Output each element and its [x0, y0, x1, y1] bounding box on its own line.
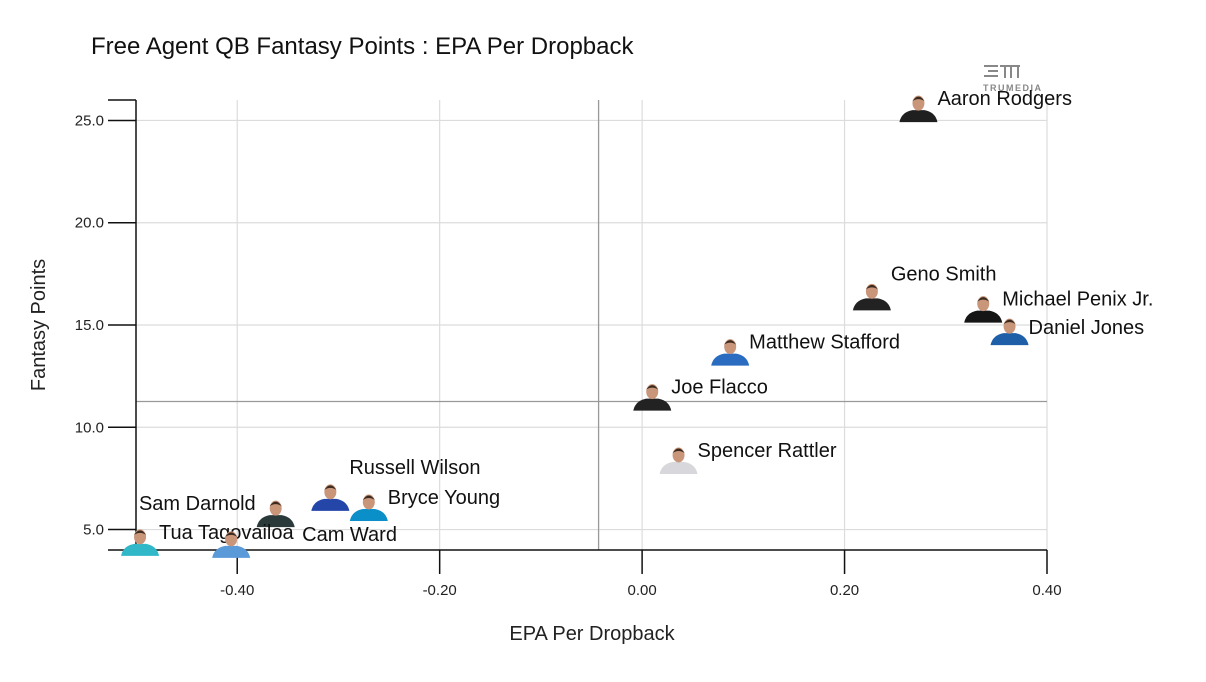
- headshot-hair: [134, 530, 147, 535]
- player-label: Tua Tagovailoa: [159, 522, 294, 544]
- headshot-hair: [362, 495, 375, 501]
- headshot-jersey: [711, 353, 750, 366]
- player-label: Russell Wilson: [349, 457, 480, 479]
- player-label: Joe Flacco: [671, 377, 768, 399]
- y-tick-label: 15.0: [75, 317, 104, 334]
- x-tick-label: 0.00: [628, 582, 657, 599]
- player-label: Cam Ward: [302, 524, 397, 546]
- headshot-jersey: [633, 398, 672, 411]
- headshot-hair: [672, 448, 685, 453]
- headshot-jersey: [311, 498, 350, 511]
- headshot-hair: [324, 485, 337, 490]
- headshot-jersey: [659, 462, 698, 474]
- player-label: Spencer Rattler: [698, 440, 837, 462]
- reference-lines: [136, 100, 1047, 550]
- headshot-jersey: [964, 310, 1003, 323]
- player-label: Matthew Stafford: [749, 332, 900, 354]
- y-tick-label: 20.0: [75, 215, 104, 232]
- player-point: Matthew Stafford: [711, 332, 900, 366]
- player-point: Tua Tagovailoa: [121, 522, 294, 556]
- player-label: Bryce Young: [388, 487, 500, 509]
- x-axis-label: EPA Per Dropback: [509, 623, 675, 645]
- watermark-text: TRUMEDIA: [983, 83, 1043, 93]
- player-point: Sam Darnold: [139, 493, 295, 528]
- headshot-jersey: [990, 333, 1029, 346]
- trumedia-watermark: TRUMEDIA: [983, 65, 1043, 93]
- player-point: Cam Ward: [212, 524, 397, 558]
- player-point: Michael Penix Jr.: [964, 289, 1153, 323]
- y-tick-label: 5.0: [83, 522, 104, 539]
- chart-title: Free Agent QB Fantasy Points : EPA Per D…: [91, 33, 634, 60]
- player-label: Sam Darnold: [139, 493, 256, 515]
- y-tick-label: 25.0: [75, 112, 104, 129]
- headshot-jersey: [899, 110, 938, 123]
- headshot-jersey: [256, 515, 295, 528]
- axes: -0.40 -0.20 0.00 0.20 0.40 5.0 10.0 15.0 20.0 25.…: [75, 99, 1062, 599]
- headshot-jersey: [852, 298, 891, 311]
- headshot-hair: [1003, 319, 1016, 325]
- player-label: Michael Penix Jr.: [1002, 289, 1153, 311]
- player-label: Daniel Jones: [1029, 317, 1145, 339]
- x-tick-label: 0.40: [1032, 582, 1061, 599]
- player-point: Bryce Young: [349, 487, 500, 522]
- x-tick-label: 0.20: [830, 582, 859, 599]
- headshot-hair: [912, 96, 925, 102]
- player-point: Joe Flacco: [633, 377, 768, 411]
- headshot-hair: [269, 501, 282, 507]
- player-label: Geno Smith: [891, 263, 997, 285]
- headshot-jersey: [349, 509, 388, 522]
- y-axis-label: Fantasy Points: [28, 259, 50, 391]
- x-tick-label: -0.20: [423, 582, 457, 599]
- gridlines: [136, 100, 1048, 550]
- player-point: Russell Wilson: [311, 457, 481, 511]
- headshot-jersey: [121, 543, 160, 556]
- y-tick-label: 10.0: [75, 419, 104, 436]
- x-tick-label: -0.40: [220, 582, 254, 599]
- player-label: Aaron Rodgers: [937, 88, 1072, 110]
- player-point: Daniel Jones: [990, 317, 1145, 346]
- player-point: Aaron Rodgers: [899, 88, 1072, 123]
- headshot-hair: [646, 385, 659, 390]
- headshot-hair: [225, 532, 238, 537]
- headshot-hair: [724, 340, 737, 345]
- player-point: Spencer Rattler: [659, 440, 837, 474]
- headshot-jersey: [212, 545, 251, 558]
- headshot-hair: [977, 297, 990, 302]
- headshot-hair: [865, 284, 878, 290]
- player-point: Geno Smith: [852, 263, 997, 311]
